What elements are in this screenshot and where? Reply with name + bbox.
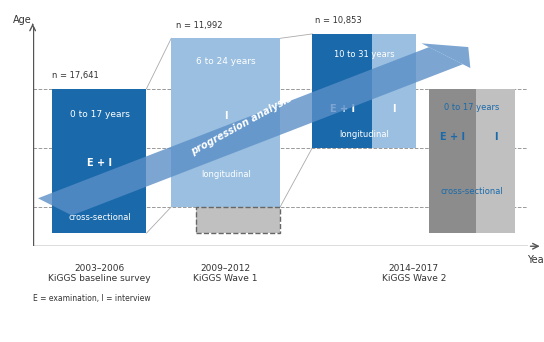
Text: 2003–2006
KiGGS baseline survey: 2003–2006 KiGGS baseline survey	[48, 264, 151, 283]
Text: 2014–2017
KiGGS Wave 2: 2014–2017 KiGGS Wave 2	[382, 264, 446, 283]
Text: longitudinal: longitudinal	[201, 170, 251, 179]
Text: I: I	[224, 111, 227, 121]
Text: I: I	[392, 104, 396, 115]
Text: cross-sectional: cross-sectional	[441, 187, 503, 196]
Bar	[372, 34, 416, 148]
Polygon shape	[38, 47, 463, 215]
Text: 0 to 17 years: 0 to 17 years	[70, 110, 129, 119]
Text: I: I	[494, 132, 497, 142]
Bar	[429, 89, 475, 233]
Text: Age: Age	[13, 15, 32, 25]
Text: n = 17,641: n = 17,641	[52, 71, 99, 80]
Text: 6 to 24 years: 6 to 24 years	[196, 57, 256, 66]
Text: 2009–2012
KiGGS Wave 1: 2009–2012 KiGGS Wave 1	[194, 264, 258, 283]
Text: E + I: E + I	[330, 104, 355, 115]
Text: longitudinal: longitudinal	[339, 130, 390, 139]
Text: 0 to 17 years: 0 to 17 years	[444, 103, 500, 112]
Bar	[196, 207, 280, 233]
Text: Year: Year	[527, 255, 544, 265]
Bar	[196, 207, 280, 233]
Text: n = 11,992: n = 11,992	[176, 21, 222, 29]
Text: E + I: E + I	[87, 158, 112, 168]
Text: E + I: E + I	[440, 132, 465, 142]
Text: n = 10,853: n = 10,853	[315, 16, 362, 25]
Text: 10 to 31 years: 10 to 31 years	[334, 50, 394, 59]
Bar	[52, 89, 146, 233]
Bar	[171, 38, 280, 207]
Bar	[475, 89, 515, 233]
Text: cross-sectional: cross-sectional	[68, 213, 131, 222]
Text: E = examination, I = interview: E = examination, I = interview	[33, 294, 150, 303]
Polygon shape	[422, 43, 471, 68]
Bar	[312, 34, 372, 148]
Text: progression analysis: progression analysis	[189, 93, 294, 157]
